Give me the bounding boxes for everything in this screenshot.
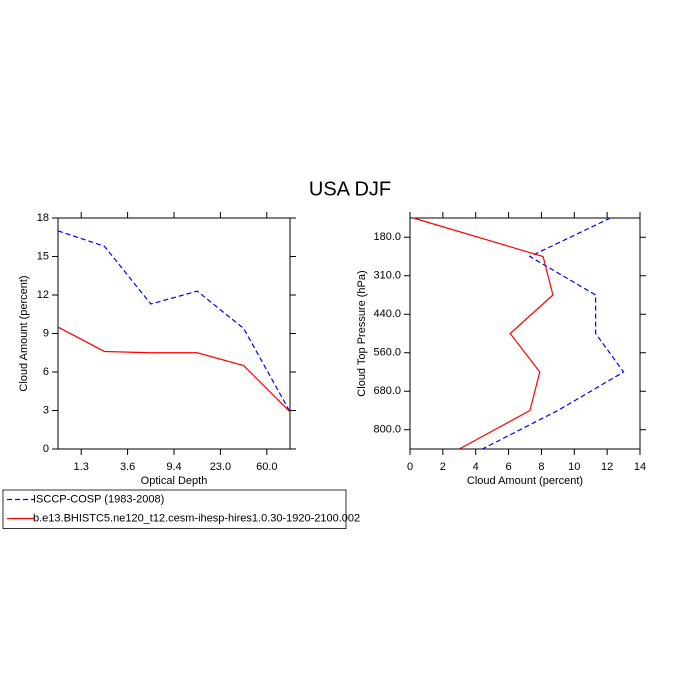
y-tick-label: 9: [43, 327, 49, 339]
y-tick-label: 680.0: [373, 385, 401, 397]
y-tick-label: 0: [43, 443, 49, 455]
legend-label: b.e13.BHISTC5.ne120_t12.cesm-ihesp-hires…: [33, 512, 360, 524]
legend-label: ISCCP-COSP (1983-2008): [33, 493, 164, 505]
y-axis-label: Cloud Amount (percent): [18, 275, 30, 391]
x-tick-label: 14: [634, 461, 646, 473]
x-tick-label: 60.0: [256, 461, 277, 473]
series-line: [57, 326, 291, 413]
y-tick-label: 18: [37, 212, 49, 224]
x-axis-label: Optical Depth: [141, 475, 208, 487]
x-axis-label: Cloud Amount (percent): [467, 475, 583, 487]
x-tick-label: 6: [506, 461, 512, 473]
legend-box: [2, 489, 347, 529]
series-line: [413, 217, 554, 450]
x-tick-label: 2: [440, 461, 446, 473]
plot-frame: [409, 217, 641, 450]
series-line: [57, 230, 291, 413]
x-tick-label: 1.3: [74, 461, 89, 473]
y-tick-label: 12: [37, 289, 49, 301]
y-tick-label: 6: [43, 366, 49, 378]
x-tick-label: 9.4: [166, 461, 181, 473]
y-tick-label: 3: [43, 404, 49, 416]
x-tick-label: 4: [473, 461, 479, 473]
x-tick-label: 23.0: [210, 461, 231, 473]
x-tick-label: 0: [407, 461, 413, 473]
y-axis-label: Cloud Top Pressure (hPa): [356, 270, 368, 396]
x-tick-label: 10: [568, 461, 580, 473]
series-line: [482, 217, 625, 450]
figure-title: USA DJF: [309, 178, 391, 200]
y-tick-label: 310.0: [373, 270, 401, 282]
y-tick-label: 800.0: [373, 424, 401, 436]
y-tick-label: 15: [37, 250, 49, 262]
y-tick-label: 560.0: [373, 347, 401, 359]
x-tick-label: 12: [601, 461, 613, 473]
y-tick-label: 440.0: [373, 308, 401, 320]
x-tick-label: 3.6: [120, 461, 135, 473]
y-tick-label: 180.0: [373, 231, 401, 243]
x-tick-label: 8: [538, 461, 544, 473]
